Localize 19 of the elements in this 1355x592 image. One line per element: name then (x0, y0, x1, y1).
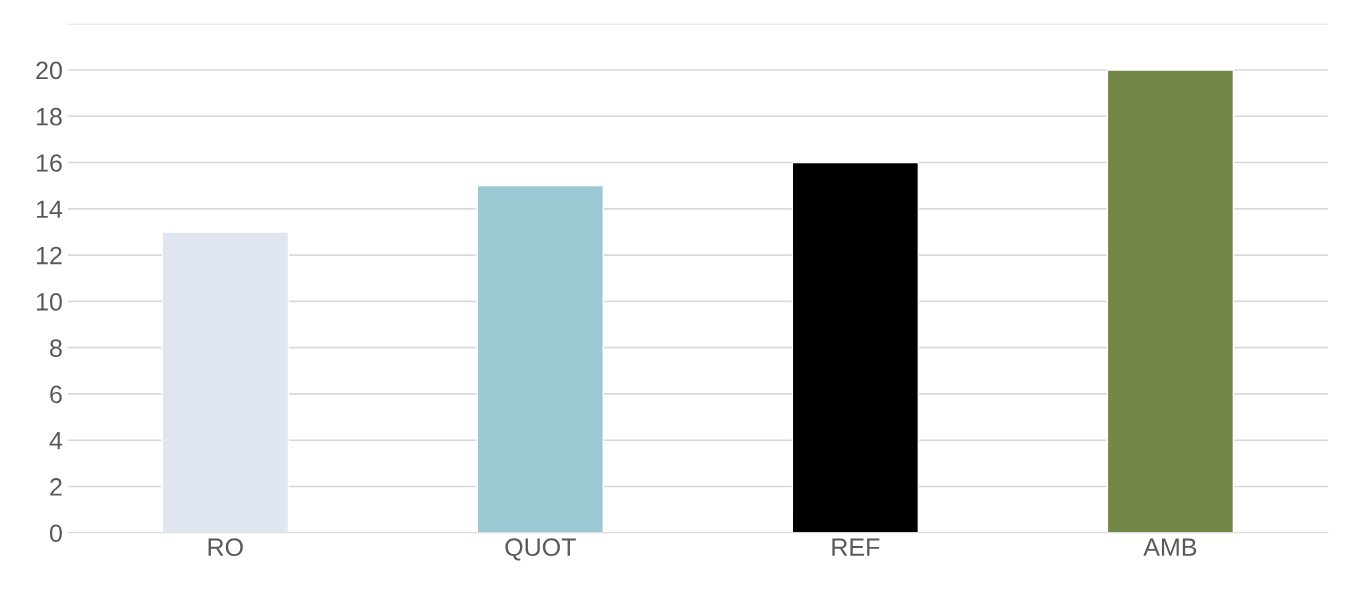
y-tick-label: 12 (36, 246, 62, 265)
y-tick-label: 18 (36, 107, 62, 126)
y-tick-label: 2 (50, 478, 62, 496)
x-tick-label: QUOT (505, 538, 576, 561)
y-tick-label: 10 (36, 292, 62, 311)
y-tick-label: 4 (49, 432, 63, 450)
y-tick-label: 14 (36, 200, 63, 218)
y-tick-label: 20 (36, 61, 62, 80)
x-tick-label: RO (208, 538, 243, 557)
y-tick-label: 16 (36, 154, 62, 172)
y-tick-label: 0 (49, 524, 62, 543)
bar (1106, 69, 1235, 533)
x-tick-label: AMB (1143, 538, 1197, 556)
bar (791, 161, 920, 533)
y-tick-label: 8 (50, 339, 62, 357)
y-tick-label: 6 (50, 385, 62, 404)
bar (476, 184, 605, 533)
x-tick-label: REF (832, 538, 880, 556)
bar (161, 231, 289, 533)
